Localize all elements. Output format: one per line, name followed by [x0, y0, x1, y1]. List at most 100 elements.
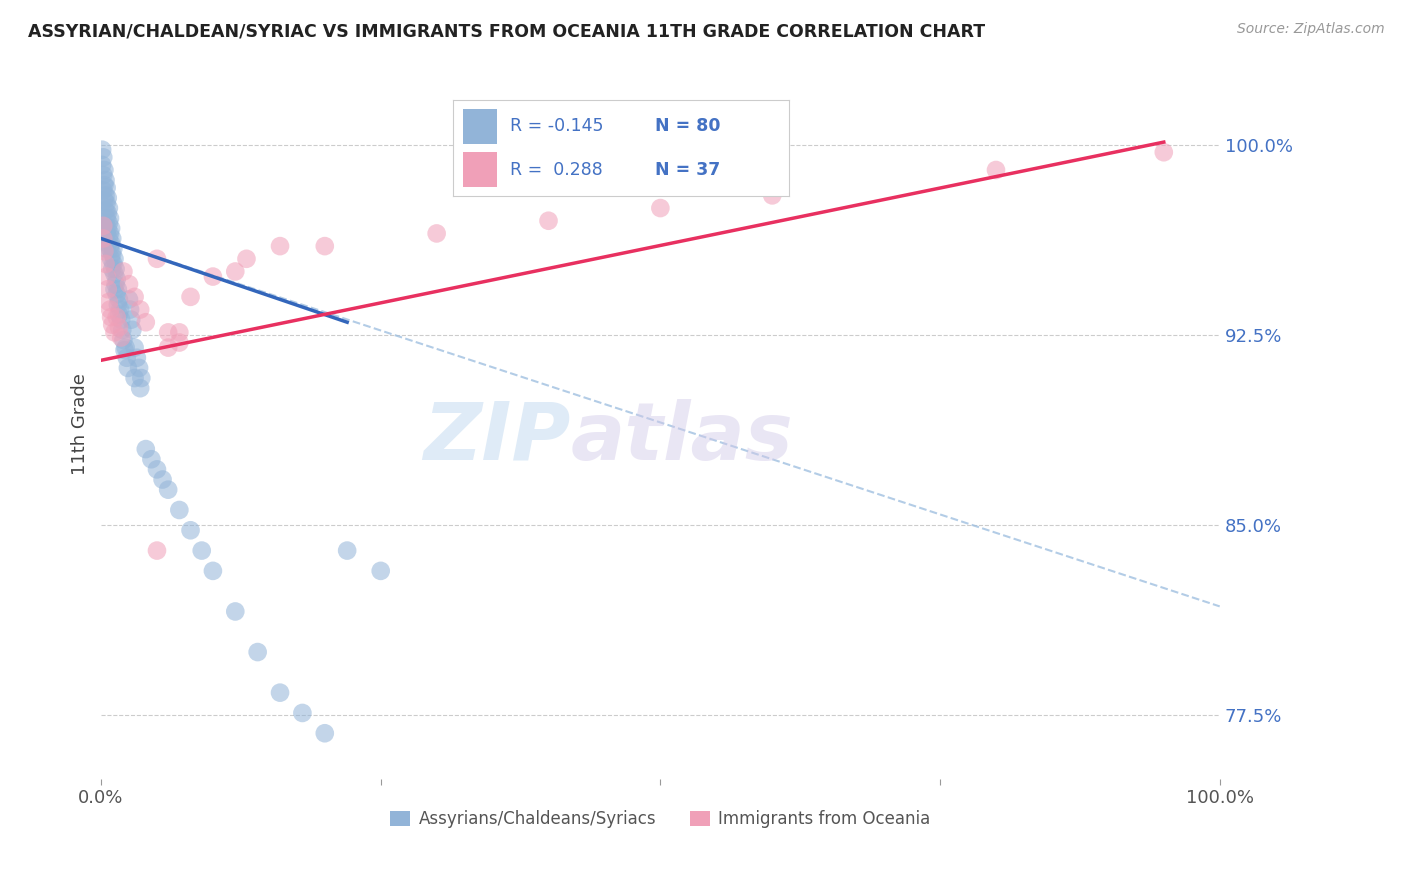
- Point: [91, 231, 114, 245]
- Y-axis label: 11th Grade: 11th Grade: [72, 373, 89, 475]
- Point: [124, 290, 146, 304]
- Point: [152, 473, 174, 487]
- Point: [101, 318, 124, 332]
- Point: [1153, 145, 1175, 160]
- Point: [100, 221, 122, 235]
- Point: [246, 645, 269, 659]
- Point: [96, 180, 118, 194]
- Point: [96, 211, 118, 226]
- Point: [650, 201, 672, 215]
- Point: [100, 310, 122, 325]
- Point: [108, 320, 131, 334]
- Point: [269, 686, 291, 700]
- Point: [761, 188, 783, 202]
- Point: [128, 360, 150, 375]
- Point: [100, 236, 122, 251]
- Point: [94, 219, 117, 233]
- Point: [93, 244, 115, 259]
- Point: [110, 330, 132, 344]
- Point: [111, 323, 134, 337]
- Point: [984, 163, 1007, 178]
- Point: [235, 252, 257, 266]
- Point: [96, 242, 118, 256]
- Point: [120, 312, 142, 326]
- Point: [96, 269, 118, 284]
- Point: [201, 269, 224, 284]
- Text: atlas: atlas: [571, 399, 793, 477]
- Point: [291, 706, 314, 720]
- Point: [103, 282, 125, 296]
- Point: [180, 523, 202, 537]
- Point: [104, 262, 127, 277]
- Point: [98, 227, 121, 241]
- Point: [114, 343, 136, 358]
- Point: [91, 183, 114, 197]
- Text: ZIP: ZIP: [423, 399, 571, 477]
- Point: [97, 236, 120, 251]
- Point: [124, 341, 146, 355]
- Point: [91, 150, 114, 164]
- Point: [131, 371, 153, 385]
- Point: [97, 206, 120, 220]
- Point: [201, 564, 224, 578]
- Point: [104, 277, 127, 292]
- Point: [94, 188, 117, 202]
- Point: [118, 277, 141, 292]
- Point: [114, 341, 136, 355]
- Point: [314, 239, 336, 253]
- Point: [129, 381, 152, 395]
- Point: [146, 462, 169, 476]
- Point: [97, 191, 120, 205]
- Point: [125, 351, 148, 365]
- Point: [93, 194, 115, 208]
- Point: [224, 264, 246, 278]
- Point: [370, 564, 392, 578]
- Text: ASSYRIAN/CHALDEAN/SYRIAC VS IMMIGRANTS FROM OCEANIA 11TH GRADE CORRELATION CHART: ASSYRIAN/CHALDEAN/SYRIAC VS IMMIGRANTS F…: [28, 22, 986, 40]
- Point: [169, 503, 191, 517]
- Point: [120, 302, 142, 317]
- Point: [112, 264, 135, 278]
- Point: [94, 257, 117, 271]
- Point: [537, 213, 560, 227]
- Point: [169, 326, 191, 340]
- Point: [98, 211, 121, 226]
- Point: [100, 252, 122, 266]
- Point: [124, 371, 146, 385]
- Point: [169, 335, 191, 350]
- Point: [91, 158, 114, 172]
- Point: [103, 257, 125, 271]
- Point: [96, 227, 118, 241]
- Point: [94, 173, 117, 187]
- Point: [157, 483, 180, 497]
- Text: Source: ZipAtlas.com: Source: ZipAtlas.com: [1237, 22, 1385, 37]
- Point: [121, 323, 143, 337]
- Point: [117, 360, 139, 375]
- Point: [426, 227, 449, 241]
- Point: [180, 290, 202, 304]
- Legend: Assyrians/Chaldeans/Syriacs, Immigrants from Oceania: Assyrians/Chaldeans/Syriacs, Immigrants …: [384, 803, 936, 835]
- Point: [107, 297, 129, 311]
- Point: [112, 333, 135, 347]
- Point: [97, 294, 120, 309]
- Point: [105, 287, 128, 301]
- Point: [91, 219, 114, 233]
- Point: [96, 196, 118, 211]
- Point: [108, 293, 131, 307]
- Point: [93, 163, 115, 178]
- Point: [103, 267, 125, 281]
- Point: [101, 262, 124, 277]
- Point: [91, 143, 114, 157]
- Point: [314, 726, 336, 740]
- Point: [108, 302, 131, 317]
- Point: [146, 543, 169, 558]
- Point: [98, 242, 121, 256]
- Point: [94, 203, 117, 218]
- Point: [107, 282, 129, 296]
- Point: [224, 605, 246, 619]
- Point: [135, 315, 157, 329]
- Point: [269, 239, 291, 253]
- Point: [97, 231, 120, 245]
- Point: [97, 201, 120, 215]
- Point: [141, 452, 163, 467]
- Point: [135, 442, 157, 456]
